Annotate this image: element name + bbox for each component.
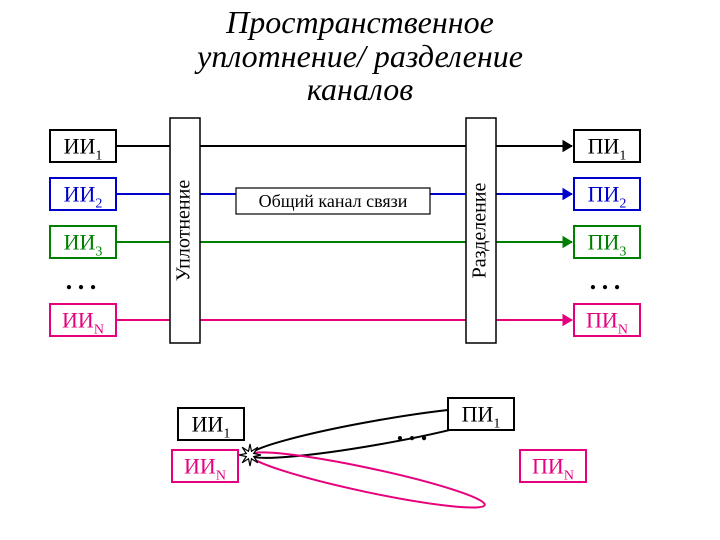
lower-ellipsis: …: [394, 408, 434, 448]
burst-icon: [239, 444, 261, 466]
diagram-svg: УплотнениеРазделениеОбщий канал связиИИ1…: [0, 0, 720, 540]
antenna-lobe-N: [248, 443, 488, 516]
right-ellipsis: …: [587, 257, 627, 297]
demux-label: Разделение: [469, 183, 491, 279]
shared-channel-label: Общий канал связи: [259, 191, 408, 211]
mux-label: Уплотнение: [173, 180, 195, 282]
diagram-root: { "title_lines": ["Пространственное", "у…: [0, 0, 720, 540]
left-ellipsis: …: [63, 257, 103, 297]
